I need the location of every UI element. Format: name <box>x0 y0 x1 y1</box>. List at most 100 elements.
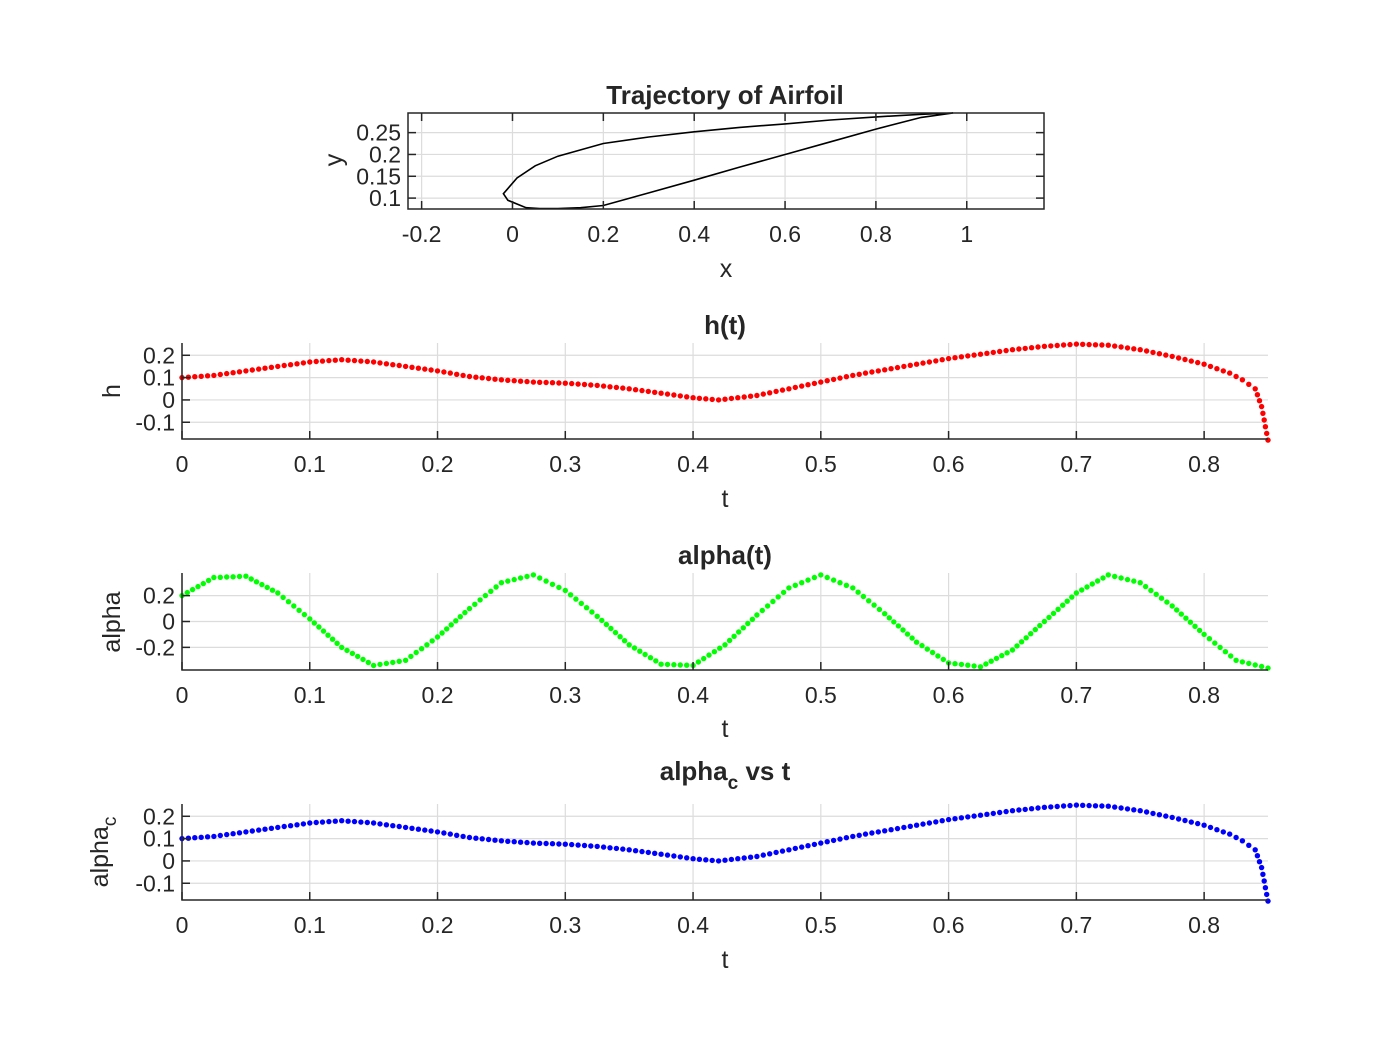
data-point <box>358 358 364 364</box>
data-point <box>236 573 243 580</box>
data-point <box>195 583 201 590</box>
data-point <box>799 383 805 389</box>
data-point <box>1100 575 1106 581</box>
data-point <box>958 815 965 821</box>
data-point <box>294 822 300 828</box>
data-point <box>894 364 901 371</box>
data-point <box>1201 631 1207 638</box>
data-point <box>447 831 453 837</box>
data-point <box>575 381 581 387</box>
data-point <box>248 576 254 582</box>
data-point <box>1188 358 1195 364</box>
data-point <box>888 827 894 833</box>
data-point <box>492 376 498 382</box>
data-point <box>658 851 664 857</box>
data-point <box>413 649 419 656</box>
data-point <box>929 649 936 656</box>
panel-alphac-data <box>179 802 1271 904</box>
data-point <box>945 816 952 823</box>
data-point <box>281 823 287 830</box>
data-point <box>984 811 990 817</box>
data-point <box>217 371 223 378</box>
data-point <box>434 368 441 374</box>
data-point <box>280 594 286 601</box>
x-tick-label: 0.5 <box>805 912 837 938</box>
data-point <box>1118 344 1124 350</box>
data-point <box>760 391 766 397</box>
data-point <box>409 364 415 370</box>
data-point <box>211 574 217 581</box>
data-point <box>1099 803 1105 809</box>
data-point <box>1260 871 1266 877</box>
data-point <box>1265 898 1271 904</box>
x-tick-label: 0.7 <box>1060 912 1092 938</box>
x-tick-label: 0.6 <box>933 451 965 477</box>
data-point <box>1131 346 1137 352</box>
data-point <box>313 819 319 826</box>
data-point <box>429 638 435 644</box>
data-point <box>1118 575 1124 581</box>
data-point <box>454 371 460 377</box>
data-point <box>935 653 941 659</box>
data-point <box>1041 618 1048 625</box>
data-point <box>1233 657 1239 663</box>
data-point <box>1212 640 1218 646</box>
data-point <box>620 846 626 852</box>
data-point <box>907 823 913 829</box>
data-point <box>349 650 356 657</box>
x-tick-label: 0 <box>176 451 189 477</box>
data-point <box>926 359 933 365</box>
data-point <box>1092 342 1099 348</box>
data-point <box>1246 842 1252 848</box>
data-point <box>1018 639 1025 645</box>
data-point <box>855 589 861 595</box>
data-point <box>875 829 881 835</box>
data-point <box>1158 595 1165 601</box>
data-point <box>530 379 537 385</box>
data-point <box>424 642 430 648</box>
data-point <box>895 623 902 629</box>
data-point <box>913 361 920 367</box>
data-point <box>740 625 746 631</box>
data-point <box>754 612 760 618</box>
data-point <box>1067 341 1073 348</box>
data-point <box>722 857 728 863</box>
data-point <box>999 652 1005 659</box>
data-point <box>192 835 198 841</box>
data-point <box>1112 573 1118 580</box>
data-point <box>600 383 607 389</box>
data-point <box>620 385 626 391</box>
data-point <box>1092 803 1099 809</box>
data-point <box>204 834 211 840</box>
data-point <box>745 620 751 627</box>
data-point <box>695 659 702 665</box>
data-point <box>556 584 562 591</box>
data-point <box>383 822 390 828</box>
data-point <box>477 597 483 603</box>
data-point <box>799 580 805 586</box>
data-point <box>1084 584 1090 590</box>
data-point <box>645 849 651 856</box>
data-point <box>882 611 888 617</box>
data-point <box>524 573 530 580</box>
data-point <box>287 362 294 368</box>
data-point <box>958 354 965 360</box>
panel-alphac: alphac vs t 0 0.1 0.2 0.3 0.4 0.5 0.6 0.7 0.8-0.… <box>86 756 1271 974</box>
y-tick-label: -0.2 <box>135 634 175 660</box>
x-tick-label: 0.3 <box>549 451 581 477</box>
x-tick-label: 0.2 <box>422 912 454 938</box>
data-point <box>462 609 468 616</box>
data-point <box>415 826 422 832</box>
data-point <box>612 629 619 636</box>
data-point <box>1073 590 1080 596</box>
panel-alphac-xlabel: t <box>722 946 729 974</box>
data-point <box>1256 398 1263 404</box>
data-point <box>690 856 696 862</box>
data-point <box>1105 572 1112 578</box>
data-point <box>1060 342 1067 348</box>
x-tick-label: 0.5 <box>805 682 837 708</box>
data-point <box>358 819 364 825</box>
data-point <box>1195 820 1201 827</box>
data-point <box>1035 344 1041 350</box>
data-point <box>581 381 588 388</box>
